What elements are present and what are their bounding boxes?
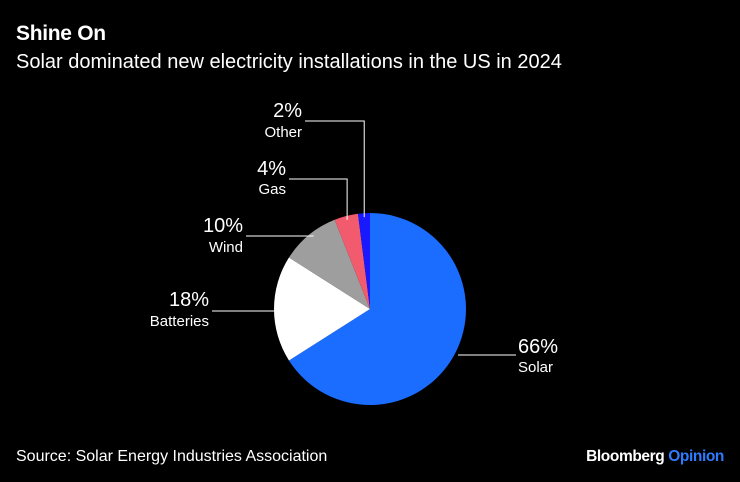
pie-slice-other [357, 213, 370, 309]
chart-subtitle: Solar dominated new electricity installa… [16, 51, 562, 73]
pie-slice-solar [288, 213, 467, 405]
pie-slice-gas [334, 213, 370, 309]
category-label-solar: Solar [518, 359, 553, 376]
category-label-gas: Gas [258, 181, 286, 198]
leader-line-other [305, 120, 365, 218]
value-label-batteries: 18% [169, 289, 209, 311]
value-label-gas: 4% [257, 158, 286, 180]
chart-title: Shine On [16, 22, 106, 45]
value-label-solar: 66% [518, 336, 558, 358]
pie-slice-wind [288, 219, 370, 309]
brand-name: Bloomberg [586, 448, 665, 465]
brand-suffix: Opinion [668, 448, 724, 465]
category-label-batteries: Batteries [150, 313, 209, 330]
leader-line-gas [289, 178, 348, 220]
brand-logo: Bloomberg Opinion [586, 448, 724, 466]
value-label-wind: 10% [203, 215, 243, 237]
source-note: Source: Solar Energy Industries Associat… [16, 448, 328, 465]
category-label-other: Other [264, 124, 302, 141]
category-label-wind: Wind [209, 239, 243, 256]
value-label-other: 2% [273, 100, 302, 122]
pie-slice-batteries [274, 257, 370, 361]
